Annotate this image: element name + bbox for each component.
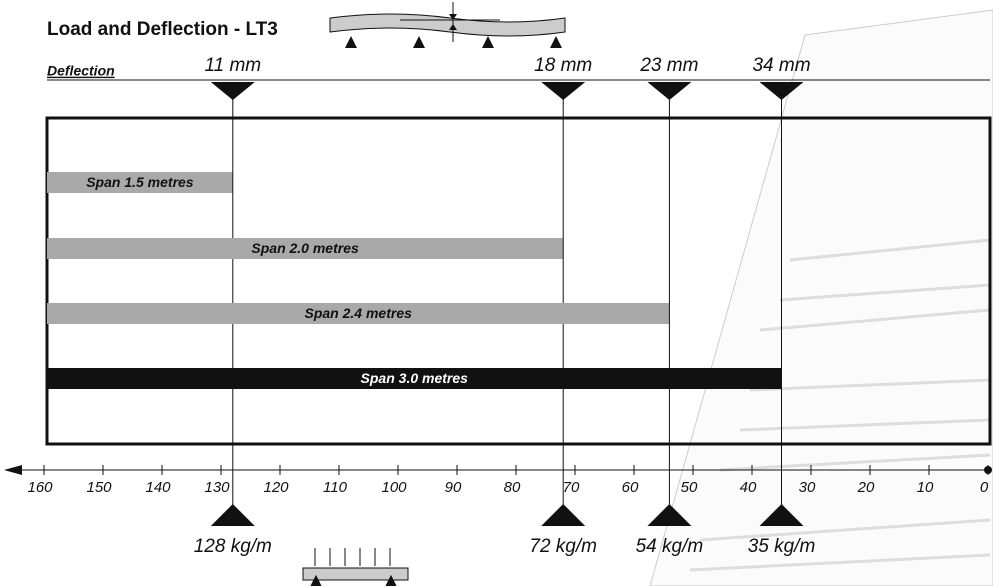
x-tick-label: 50 [681, 479, 698, 496]
load-value: 54 kg/m [636, 536, 704, 557]
x-tick-label: 0 [980, 479, 989, 496]
x-tick-label: 80 [504, 479, 521, 496]
x-tick-label: 60 [622, 479, 639, 496]
x-tick-label: 10 [917, 479, 934, 496]
x-tick-label: 70 [563, 479, 580, 496]
beam-diagram-top [329, 2, 566, 48]
load-marker [759, 504, 804, 526]
deflection-marker [541, 82, 586, 100]
load-marker [647, 504, 692, 526]
plot-frame [45, 116, 992, 446]
deflection-value: 18 mm [534, 55, 592, 76]
bar-label: Span 3.0 metres [361, 370, 469, 386]
x-tick-label: 40 [740, 479, 757, 496]
deflection-value: 11 mm [204, 55, 261, 76]
bar [47, 303, 670, 324]
load-marker [541, 504, 586, 526]
x-tick-label: 110 [323, 479, 348, 496]
x-tick-label: 140 [145, 479, 171, 496]
bar-label: Span 1.5 metres [86, 174, 194, 190]
bar-label: Span 2.4 metres [305, 305, 413, 321]
load-marker [210, 504, 255, 526]
deflection-marker [647, 82, 692, 100]
x-tick-label: 100 [381, 479, 407, 496]
x-tick-label: 90 [445, 479, 462, 496]
x-tick-label: 30 [799, 479, 816, 496]
deflection-marker [759, 82, 804, 100]
bar-label: Span 2.0 metres [251, 240, 359, 256]
load-diagram-bottom [302, 548, 409, 586]
load-value: 72 kg/m [529, 536, 597, 557]
x-tick-label: 20 [857, 479, 875, 496]
deflection-label: Deflection [47, 63, 115, 79]
chart-title: Load and Deflection - LT3 [47, 19, 278, 40]
load-value: 35 kg/m [748, 536, 816, 557]
deflection-value: 23 mm [639, 55, 698, 76]
deflection-value: 34 mm [752, 55, 810, 76]
axis-arrow [4, 465, 22, 475]
bar [47, 172, 233, 193]
x-tick-label: 130 [204, 479, 230, 496]
x-tick-label: 160 [27, 479, 53, 496]
bar [47, 238, 564, 259]
x-tick-label: 150 [86, 479, 112, 496]
deflection-marker [210, 82, 255, 100]
load-value: 128 kg/m [194, 536, 272, 557]
x-tick-label: 120 [263, 479, 289, 496]
bar [47, 368, 782, 389]
